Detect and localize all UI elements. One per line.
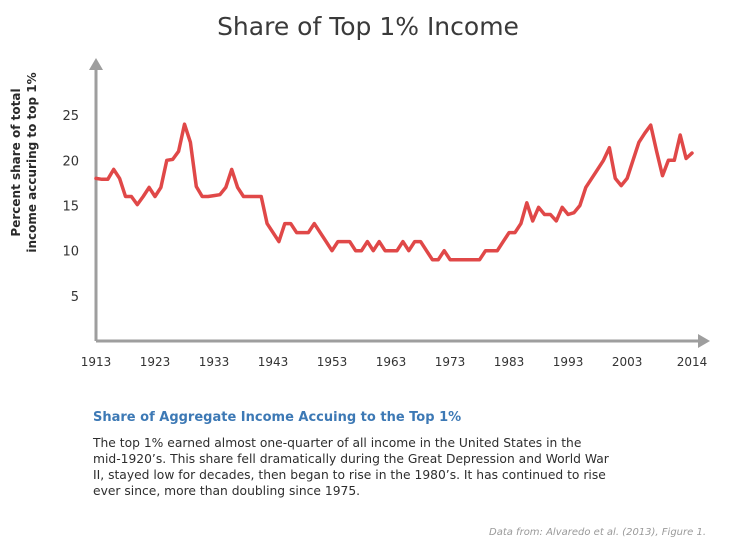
y-tick-label: 5 xyxy=(71,290,79,305)
x-tick-label: 1983 xyxy=(494,355,525,369)
caption-body: The top 1% earned almost one-quarter of … xyxy=(93,435,693,499)
x-tick-label: 1923 xyxy=(140,355,171,369)
y-axis-label-group: Percent share of total income accuring to… xyxy=(9,72,39,252)
caption-title: Share of Aggregate Income Accuing to the… xyxy=(93,410,462,425)
line-chart: Percent share of total income accuring to… xyxy=(9,58,710,369)
y-axis-arrow xyxy=(89,58,103,70)
y-tick-label: 25 xyxy=(62,109,79,124)
caption: Share of Aggregate Income Accuing to the… xyxy=(93,410,693,499)
series-line xyxy=(94,122,694,262)
x-axis-arrow xyxy=(698,334,710,348)
x-tick-labels: 1913 1923 1933 1943 1953 1963 1973 1983 1993 2003… xyxy=(81,355,708,369)
x-tick-label: 2003 xyxy=(612,355,643,369)
y-tick-labels: 5 10 15 20 25 xyxy=(62,109,79,305)
data-source-note: Data from: Alvaredo et al. (2013), Figur… xyxy=(489,527,706,538)
y-axis-label: Percent share of total xyxy=(9,88,23,236)
caption-line: II, stayed low for decades, then began t… xyxy=(93,468,606,482)
x-tick-label: 1943 xyxy=(258,355,289,369)
y-tick-label: 10 xyxy=(62,245,79,260)
caption-line: mid-1920’s. This share fell dramatically… xyxy=(93,452,609,466)
x-tick-label: 2014 xyxy=(677,355,708,369)
caption-line: ever since, more than doubling since 197… xyxy=(93,484,361,498)
y-axis-label: income accuring to top 1% xyxy=(25,72,39,252)
caption-line: The top 1% earned almost one-quarter of … xyxy=(93,436,582,450)
x-tick-label: 1963 xyxy=(376,355,407,369)
series-group xyxy=(94,122,694,262)
chart-axes xyxy=(89,58,710,348)
y-tick-label: 20 xyxy=(62,154,79,169)
y-tick-label: 15 xyxy=(62,200,79,215)
x-tick-label: 1993 xyxy=(553,355,584,369)
chart-title: Share of Top 1% Income xyxy=(217,12,519,41)
x-tick-label: 1953 xyxy=(317,355,348,369)
x-tick-label: 1933 xyxy=(199,355,230,369)
x-tick-label: 1913 xyxy=(81,355,112,369)
x-tick-label: 1973 xyxy=(435,355,466,369)
